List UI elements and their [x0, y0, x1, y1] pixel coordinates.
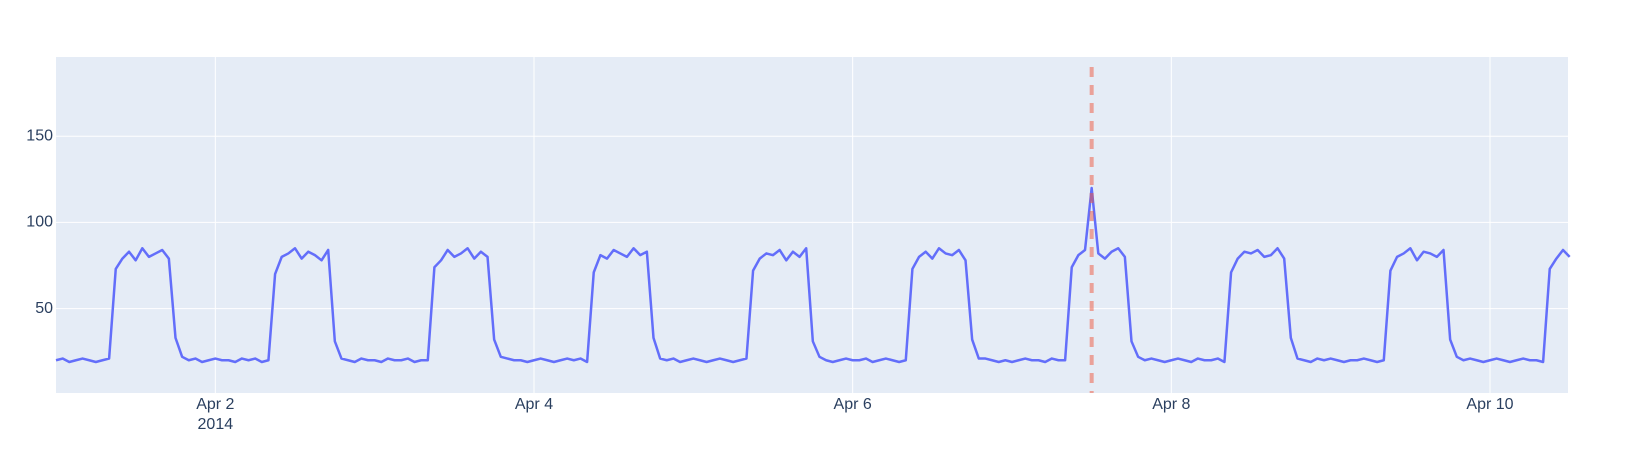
x-tick-label: Apr 2 — [196, 396, 234, 413]
x-tick-label: Apr 10 — [1466, 396, 1513, 413]
y-tick-label: 150 — [26, 127, 53, 144]
line-series — [55, 186, 1571, 364]
x-tick-label: Apr 4 — [515, 396, 553, 413]
y-tick-label: 50 — [35, 300, 53, 317]
plot-area — [56, 57, 1568, 393]
y-tick-label: 100 — [26, 214, 53, 231]
x-tick-label: Apr 8 — [1152, 396, 1190, 413]
x-year-label: 2014 — [198, 416, 234, 433]
x-tick-label: Apr 6 — [834, 396, 872, 413]
